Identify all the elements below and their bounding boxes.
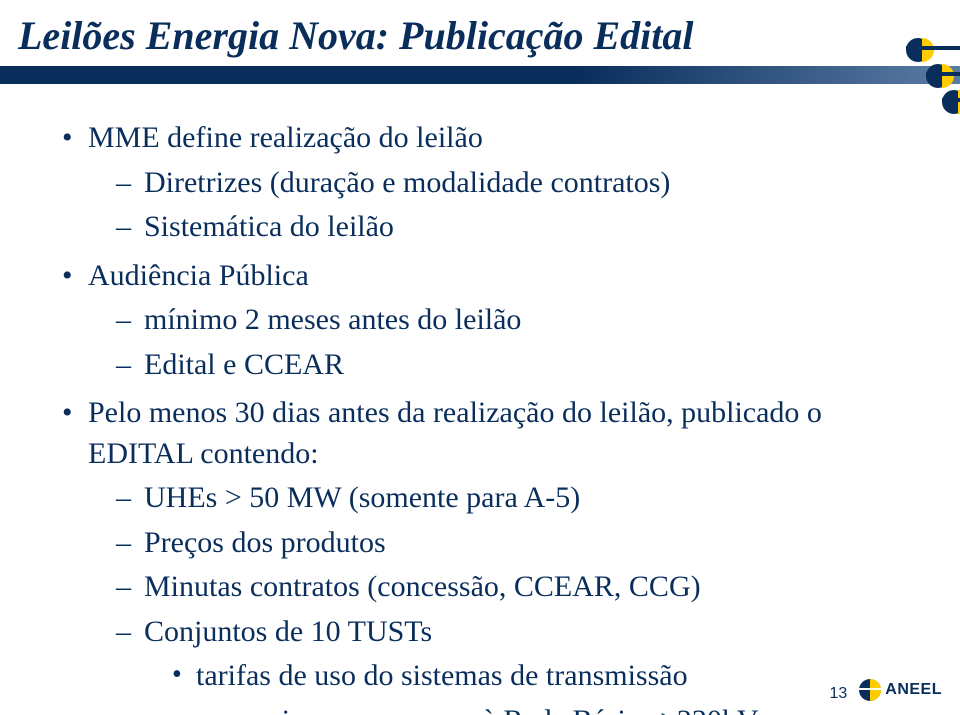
bullet-item: Audiência Pública mínimo 2 meses antes d… xyxy=(62,256,920,386)
subsubbullet-item: tarifas de uso do sistemas de transmissã… xyxy=(172,656,920,697)
subbullet-item: Preços dos produtos xyxy=(116,523,920,564)
slide-footer: 13 ANEEL xyxy=(829,677,942,703)
aneel-logo-icon: ANEEL xyxy=(857,677,942,703)
subbullet-item: Diretrizes (duração e modalidade contrat… xyxy=(116,163,920,204)
title-bar: Leilões Energia Nova: Publicação Edital xyxy=(0,0,960,84)
title-stripe xyxy=(0,66,960,84)
subbullet-item: Edital e CCEAR xyxy=(116,345,920,386)
aneel-logo-text: ANEEL xyxy=(885,681,942,699)
bullet-item: MME define realização do leilão Diretriz… xyxy=(62,118,920,248)
subbullet-item: UHEs > 50 MW (somente para A-5) xyxy=(116,478,920,519)
slide-content: MME define realização do leilão Diretriz… xyxy=(62,118,920,715)
bullet-item: Pelo menos 30 dias antes da realização d… xyxy=(62,393,920,715)
page-number: 13 xyxy=(829,685,847,703)
bullet-text: MME define realização do leilão xyxy=(88,121,483,154)
subbullet-item: Sistemática do leilão xyxy=(116,207,920,248)
bullet-text: Pelo menos 30 dias antes da realização d… xyxy=(88,396,822,470)
subsubbullet-item: para usinas com acesso à Rede Básica >23… xyxy=(172,701,920,715)
subbullet-item: Conjuntos de 10 TUSTs tarifas de uso do … xyxy=(116,612,920,715)
subbullet-text: Conjuntos de 10 TUSTs xyxy=(144,615,432,648)
subbullet-item: Minutas contratos (concessão, CCEAR, CCG… xyxy=(116,567,920,608)
slide-title: Leilões Energia Nova: Publicação Edital xyxy=(18,12,694,59)
bullet-text: Audiência Pública xyxy=(88,259,309,292)
subbullet-item: mínimo 2 meses antes do leilão xyxy=(116,300,920,341)
